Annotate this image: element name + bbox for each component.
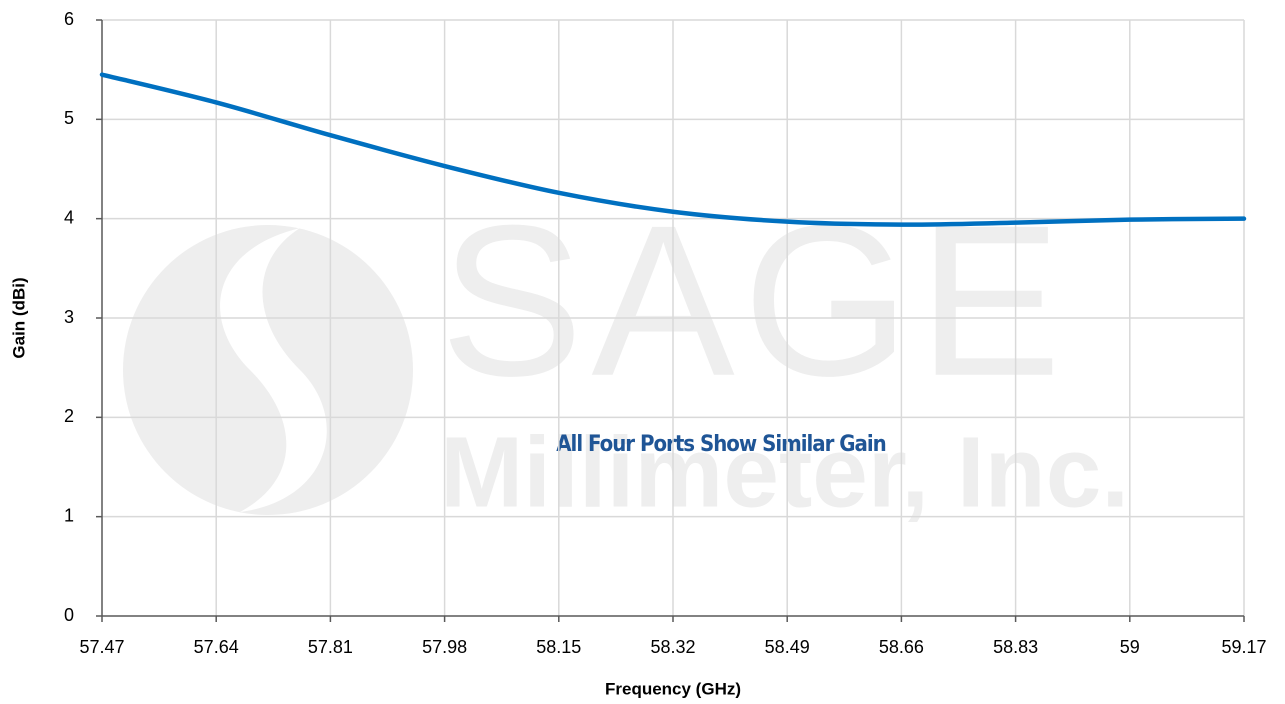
x-axis-label: Frequency (GHz) (605, 679, 741, 698)
watermark-text: Millimeter, Inc. (440, 416, 1129, 528)
x-tick-label: 59 (1120, 637, 1140, 657)
x-tick-label: 57.47 (79, 637, 124, 657)
x-tick-label: 58.32 (650, 637, 695, 657)
y-tick-label: 4 (64, 207, 74, 227)
y-tick-label: 5 (64, 108, 74, 128)
y-tick-label: 0 (64, 605, 74, 625)
y-tick-label: 6 (64, 9, 74, 29)
y-tick-label: 2 (64, 406, 74, 426)
x-tick-label: 57.98 (422, 637, 467, 657)
x-tick-label: 58.83 (993, 637, 1038, 657)
y-tick-label: 1 (64, 505, 74, 525)
data-line (99, 72, 1247, 227)
y-axis-label: Gain (dBi) (9, 277, 28, 358)
watermark-text: SAGE (440, 180, 1069, 421)
x-tick-label: 58.66 (879, 637, 924, 657)
watermark: SAGE Millimeter, Inc. (123, 180, 1129, 528)
watermark-logo-s (220, 228, 327, 512)
x-tick-label: 58.15 (536, 637, 581, 657)
x-tick-label: 58.49 (765, 637, 810, 657)
y-tick-label: 3 (64, 307, 74, 327)
annotation: All Four Ports Show Similar Gain (556, 432, 886, 457)
x-tick-label: 57.64 (194, 637, 239, 657)
x-tick-label: 57.81 (308, 637, 353, 657)
x-tick-label: 59.17 (1221, 637, 1266, 657)
